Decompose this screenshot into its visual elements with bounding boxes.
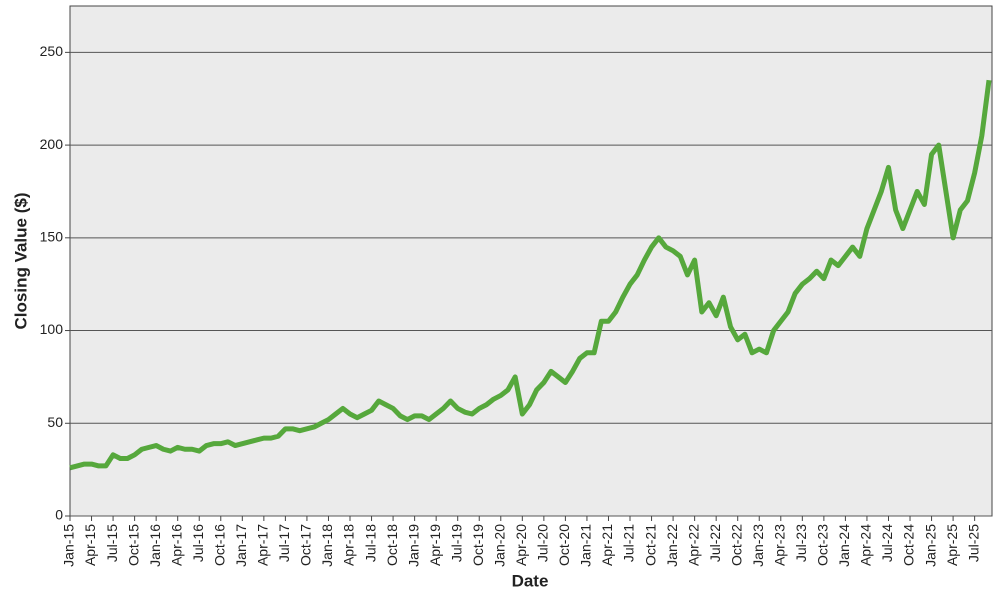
x-tick-label: Jan-17 xyxy=(233,524,249,567)
x-tick-label: Jan-22 xyxy=(664,524,680,567)
x-tick-label: Jul-23 xyxy=(793,524,809,562)
x-axis-title: Date xyxy=(512,571,549,590)
x-tick-label: Jul-24 xyxy=(879,524,895,562)
x-tick-label: Apr-17 xyxy=(255,524,271,566)
x-tick-label: Jan-20 xyxy=(491,524,507,567)
plot-area xyxy=(69,5,993,517)
x-tick-label: Jul-16 xyxy=(190,524,206,562)
y-tick-label: 150 xyxy=(40,229,64,245)
x-tick-label: Jul-15 xyxy=(104,524,120,562)
x-tick-label: Apr-24 xyxy=(858,524,874,566)
x-tick-label: Oct-17 xyxy=(298,524,314,566)
x-tick-label: Apr-16 xyxy=(168,524,184,566)
y-tick-label: 200 xyxy=(40,136,64,152)
x-tick-label: Jan-24 xyxy=(836,524,852,567)
y-tick-label: 100 xyxy=(40,321,64,337)
x-tick-label: Oct-21 xyxy=(642,524,658,566)
x-tick-label: Jul-21 xyxy=(621,524,637,562)
x-tick-label: Jan-19 xyxy=(405,524,421,567)
x-tick-label: Jul-17 xyxy=(276,524,292,562)
x-tick-label: Oct-18 xyxy=(384,524,400,566)
y-tick-label: 50 xyxy=(47,414,63,430)
y-tick-label: 250 xyxy=(40,43,64,59)
x-tick-label: Apr-18 xyxy=(341,524,357,566)
x-tick-label: Apr-15 xyxy=(82,524,98,566)
x-tick-label: Apr-21 xyxy=(599,524,615,566)
x-tick-label: Jul-19 xyxy=(448,524,464,562)
x-tick-label: Jan-23 xyxy=(750,524,766,567)
x-tick-label: Jul-20 xyxy=(535,524,551,562)
x-tick-label: Oct-19 xyxy=(470,524,486,566)
x-tick-label: Jan-25 xyxy=(922,524,938,567)
x-tick-label: Apr-25 xyxy=(944,524,960,566)
x-tick-label: Oct-23 xyxy=(815,524,831,566)
x-tick-label: Jul-18 xyxy=(362,524,378,562)
y-axis-title: Closing Value ($) xyxy=(11,193,30,330)
y-tick-label: 0 xyxy=(55,507,63,523)
x-tick-label: Apr-19 xyxy=(427,524,443,566)
x-tick-label: Jan-15 xyxy=(61,524,77,567)
x-tick-label: Jul-25 xyxy=(965,524,981,562)
x-tick-label: Jan-16 xyxy=(147,524,163,567)
x-tick-label: Oct-20 xyxy=(556,524,572,566)
x-tick-label: Oct-15 xyxy=(125,524,141,566)
x-tick-label: Oct-22 xyxy=(728,524,744,566)
x-tick-label: Oct-16 xyxy=(211,524,227,566)
x-tick-label: Apr-23 xyxy=(771,524,787,566)
x-tick-label: Apr-20 xyxy=(513,524,529,566)
x-tick-label: Jul-22 xyxy=(707,524,723,562)
x-tick-label: Oct-24 xyxy=(901,524,917,566)
line-series xyxy=(69,79,992,471)
x-tick-label: Jan-21 xyxy=(578,524,594,567)
x-tick-label: Jan-18 xyxy=(319,524,335,567)
x-tick-label: Apr-22 xyxy=(685,524,701,566)
